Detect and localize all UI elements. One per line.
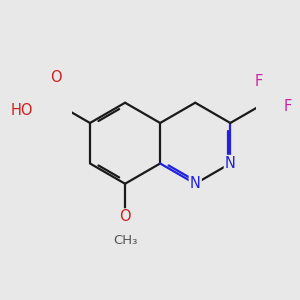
Text: HO: HO	[10, 103, 33, 118]
Text: N: N	[225, 156, 236, 171]
Text: N: N	[190, 176, 201, 191]
Text: F: F	[255, 74, 263, 88]
Text: F: F	[284, 99, 292, 114]
Text: O: O	[50, 70, 61, 86]
Text: O: O	[119, 209, 131, 224]
Text: CH₃: CH₃	[113, 234, 137, 247]
